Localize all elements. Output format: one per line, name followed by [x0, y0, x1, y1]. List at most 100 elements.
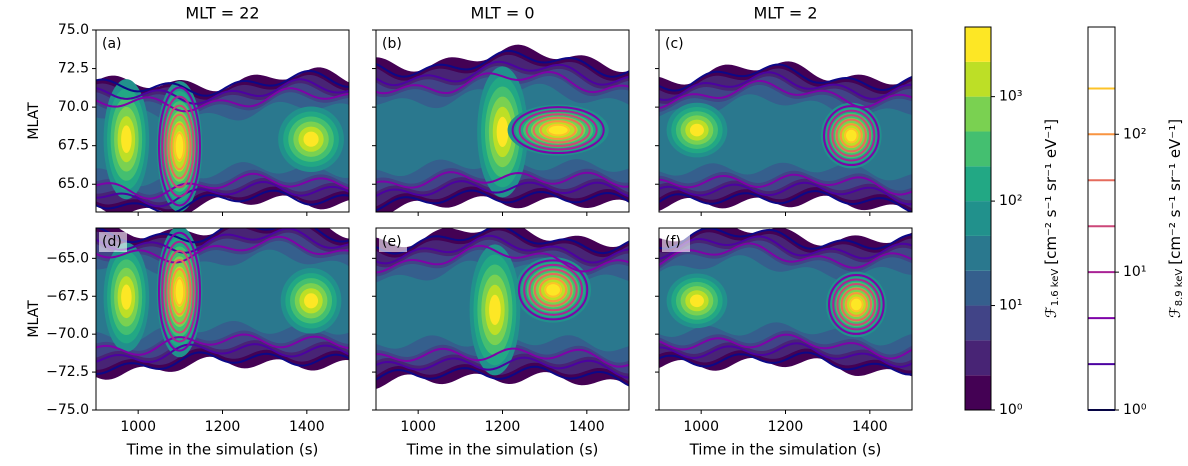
contour-line	[831, 114, 872, 157]
contour-fill	[489, 294, 501, 326]
colorbar-frame	[1087, 26, 1116, 411]
contour-line	[836, 283, 877, 326]
panel-label-bg	[99, 232, 127, 252]
x-axis-label: Time in the simulation (s)	[126, 441, 319, 459]
contour-line	[523, 263, 584, 316]
colorbar-band	[965, 375, 991, 410]
contour-line	[376, 234, 629, 265]
contour-line	[525, 113, 591, 147]
contour-fill	[174, 131, 185, 162]
colorbar-band	[965, 340, 991, 376]
contour-line	[376, 356, 629, 379]
panel-label-bg	[662, 34, 690, 54]
colorbar-tick-label: 10⁰	[1123, 402, 1147, 418]
colorbar-band	[965, 270, 991, 306]
x-tick-label: 1400	[852, 419, 888, 435]
contour-line	[376, 171, 629, 189]
x-tick-label: 1000	[400, 419, 436, 435]
contour-field	[376, 44, 629, 212]
contour-line	[173, 277, 186, 307]
contour-fill	[546, 124, 570, 136]
contour-field	[96, 67, 349, 212]
contour-line	[659, 333, 912, 360]
contour-line	[659, 173, 912, 196]
contour-fill	[304, 293, 319, 309]
x-axis-label: Time in the simulation (s)	[406, 441, 599, 459]
y-tick-label: 67.5	[58, 138, 89, 154]
contour-line	[538, 277, 568, 303]
contour-line	[839, 123, 863, 148]
contour-fill	[689, 123, 704, 137]
contour-line	[518, 109, 598, 151]
colorbar-frame	[964, 26, 992, 411]
contour-fill	[303, 131, 319, 147]
panel-label: (d)	[102, 234, 122, 250]
contour-field	[659, 228, 912, 377]
panel-label-bg	[379, 232, 407, 252]
colorbar-label-unit: [cm⁻² s⁻¹ sr⁻¹ eV⁻¹]	[1166, 119, 1184, 265]
contour-line	[96, 180, 349, 208]
y-tick-label: 72.5	[58, 61, 89, 77]
colorbar-band	[965, 96, 991, 132]
colorbar-tick-label: 10⁰	[999, 402, 1023, 418]
contour-line	[96, 69, 349, 97]
contour-line	[96, 172, 349, 200]
contour-line	[659, 63, 912, 92]
contour-line	[828, 273, 885, 335]
contour-line	[96, 351, 349, 375]
contour-line	[533, 273, 573, 307]
panel-label: (f)	[665, 234, 681, 250]
contour-fill	[121, 125, 132, 154]
panel-label: (e)	[382, 234, 402, 250]
panel-label: (a)	[102, 36, 122, 52]
colorbar-band	[965, 201, 991, 236]
contour-fill	[844, 128, 859, 144]
contour-line	[96, 333, 349, 356]
colorbar-label-sub: 1.6 keV	[1050, 269, 1061, 307]
colorbar-band	[965, 305, 991, 341]
contour-line	[544, 282, 562, 298]
contour-line	[659, 181, 912, 206]
y-tick-label: 70.0	[58, 99, 89, 115]
colorbar-band	[965, 166, 991, 202]
colorbar-band	[965, 235, 991, 271]
y-tick-label: −65.0	[46, 250, 89, 266]
contour-line	[376, 244, 629, 274]
contour-line	[96, 87, 349, 113]
x-tick-label: 1000	[683, 419, 719, 435]
x-tick-label: 1200	[768, 419, 804, 435]
x-tick-label: 1200	[205, 419, 241, 435]
contour-line	[659, 351, 912, 376]
contour-line	[539, 120, 577, 140]
contour-line	[157, 86, 201, 207]
contour-line	[659, 190, 912, 212]
contour-line	[161, 240, 198, 343]
contour-line	[173, 131, 186, 162]
contour-fill	[544, 282, 562, 298]
contour-field	[376, 228, 629, 389]
contour-line	[376, 71, 629, 95]
x-tick-label: 1200	[485, 419, 521, 435]
y-axis-label: MLAT	[26, 300, 42, 338]
contour-line	[832, 278, 881, 331]
x-axis-label: Time in the simulation (s)	[689, 441, 882, 459]
colorbar-label: ℱ8.9 keV [cm⁻² s⁻¹ sr⁻¹ eV⁻¹]	[1166, 119, 1186, 318]
contour-line	[96, 228, 349, 254]
panel-label-bg	[99, 34, 127, 54]
contour-line	[659, 242, 912, 269]
contour-line	[843, 127, 859, 144]
colorbar-tick-label: 10¹	[999, 298, 1022, 314]
contour-line	[170, 268, 189, 316]
contour-line	[528, 268, 578, 312]
contour-line	[96, 235, 349, 264]
contour-line	[96, 343, 349, 364]
y-tick-label: −72.5	[46, 364, 89, 380]
colorbar-tick-label: 10²	[1123, 126, 1146, 142]
contour-line	[167, 113, 192, 180]
contour-line	[164, 104, 195, 189]
contour-line	[844, 292, 868, 317]
panel-label: (c)	[665, 36, 684, 52]
colorbar-label-sub: 8.9 keV	[1174, 269, 1185, 307]
contour-line	[376, 228, 629, 255]
